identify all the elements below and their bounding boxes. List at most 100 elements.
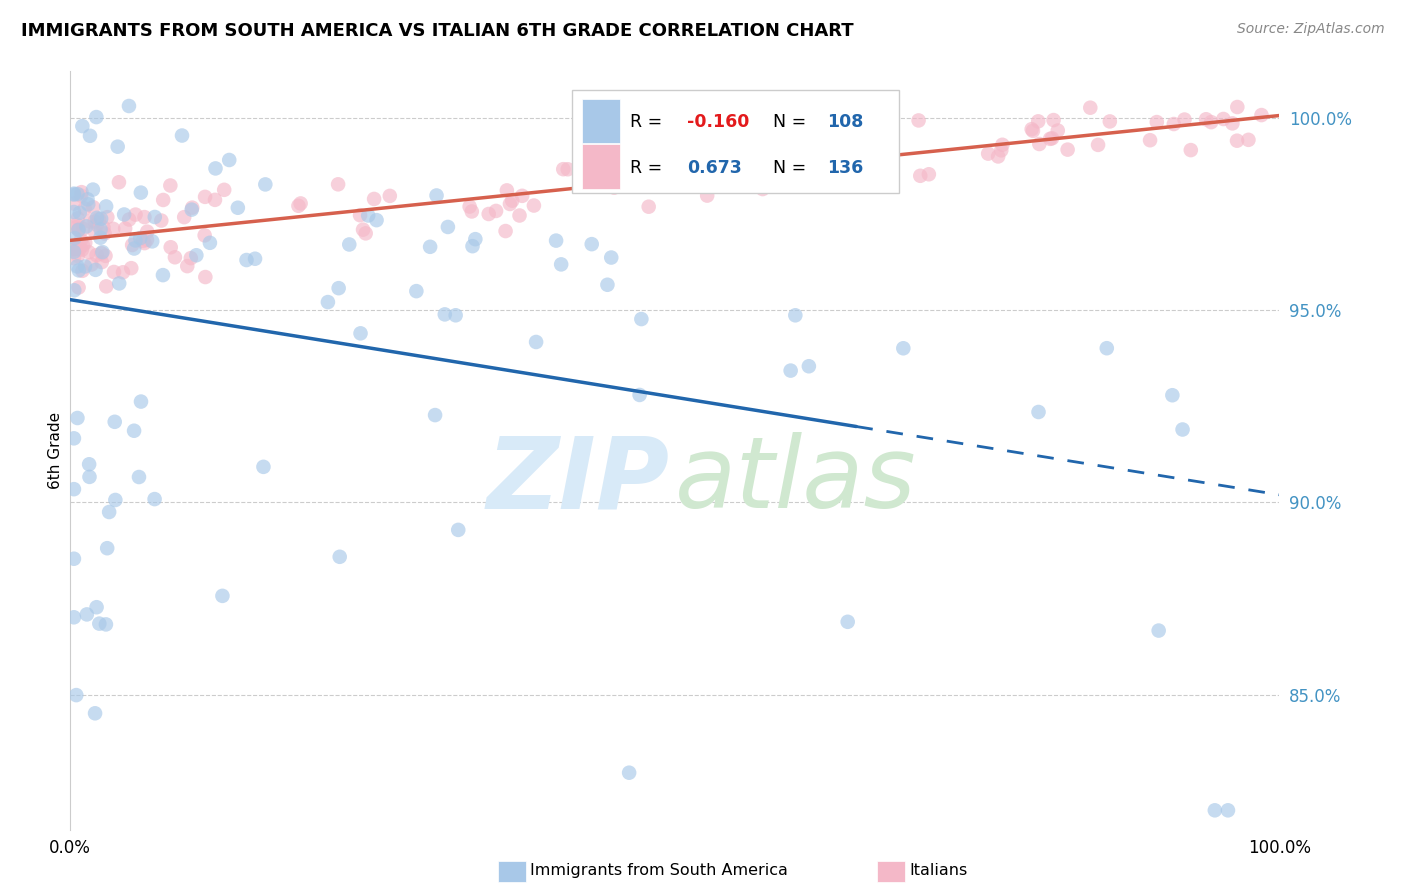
Point xyxy=(67,222,90,236)
Point xyxy=(63,241,86,255)
Point xyxy=(152,268,174,282)
Point xyxy=(235,253,257,268)
Point xyxy=(79,128,101,143)
Point xyxy=(553,162,575,177)
Point xyxy=(1204,803,1226,817)
Point xyxy=(87,212,110,227)
Point xyxy=(218,153,240,167)
Point xyxy=(136,225,159,239)
Point xyxy=(76,607,98,622)
Point xyxy=(70,243,93,257)
Point xyxy=(129,394,152,409)
Point xyxy=(63,242,86,256)
FancyBboxPatch shape xyxy=(582,99,620,144)
Point xyxy=(464,232,486,246)
Point xyxy=(104,493,127,508)
Text: IMMIGRANTS FROM SOUTH AMERICA VS ITALIAN 6TH GRADE CORRELATION CHART: IMMIGRANTS FROM SOUTH AMERICA VS ITALIAN… xyxy=(21,22,853,40)
Point xyxy=(1147,624,1170,638)
Point xyxy=(72,264,94,278)
Point xyxy=(1171,423,1194,437)
Point xyxy=(252,459,274,474)
Point xyxy=(765,150,787,164)
Point xyxy=(637,200,659,214)
Point xyxy=(204,161,226,176)
Text: Italians: Italians xyxy=(910,863,967,878)
FancyBboxPatch shape xyxy=(572,90,898,193)
Point xyxy=(67,280,90,294)
Point xyxy=(108,277,131,291)
Point xyxy=(485,203,508,218)
Text: 136: 136 xyxy=(827,159,863,177)
Point xyxy=(478,207,501,221)
Point xyxy=(212,183,235,197)
Point xyxy=(461,204,484,219)
Point xyxy=(114,221,136,235)
Point xyxy=(128,470,150,484)
Point xyxy=(858,178,880,192)
Point xyxy=(84,225,107,239)
Point xyxy=(425,188,447,202)
Point xyxy=(349,326,371,341)
Point xyxy=(124,234,146,248)
Point xyxy=(96,279,118,293)
Point xyxy=(120,261,142,276)
Point xyxy=(111,265,134,279)
Point xyxy=(696,188,718,202)
Point xyxy=(65,688,87,702)
Point xyxy=(1087,137,1109,152)
Point xyxy=(66,187,89,202)
Point xyxy=(254,178,277,192)
Point xyxy=(94,199,117,213)
Point xyxy=(326,178,349,192)
Point xyxy=(779,363,801,377)
Point xyxy=(1039,132,1062,146)
Point xyxy=(66,249,89,263)
Point xyxy=(1026,114,1049,128)
Point xyxy=(1022,124,1045,138)
Point xyxy=(211,589,233,603)
Point xyxy=(682,163,704,178)
Point xyxy=(1042,113,1064,128)
Text: R =: R = xyxy=(630,159,673,177)
Point xyxy=(510,189,533,203)
Point xyxy=(129,186,152,200)
Point xyxy=(122,242,145,256)
Point xyxy=(94,249,117,263)
Point xyxy=(70,233,93,247)
Point xyxy=(1180,143,1202,157)
Point xyxy=(751,182,773,196)
Point xyxy=(170,128,193,143)
Point xyxy=(63,252,86,266)
Point xyxy=(827,105,849,120)
Point xyxy=(80,258,103,272)
Point xyxy=(461,239,484,253)
Point xyxy=(198,235,221,250)
Point xyxy=(1146,115,1168,129)
Point xyxy=(180,251,202,265)
Point xyxy=(501,194,523,208)
Point xyxy=(655,161,678,176)
Point xyxy=(84,706,107,721)
Point xyxy=(918,167,941,181)
Point xyxy=(63,186,86,201)
Point xyxy=(94,617,117,632)
Point xyxy=(617,765,640,780)
FancyBboxPatch shape xyxy=(582,145,620,189)
Point xyxy=(67,263,90,277)
Point xyxy=(66,260,89,274)
Point xyxy=(98,505,121,519)
Point xyxy=(557,162,579,177)
Point xyxy=(458,200,481,214)
Point xyxy=(600,251,623,265)
Point xyxy=(606,166,628,180)
Point xyxy=(82,183,104,197)
Point xyxy=(1139,133,1161,147)
Point xyxy=(433,307,456,321)
Point xyxy=(72,119,94,133)
Point xyxy=(546,234,568,248)
Point xyxy=(581,237,603,252)
Point xyxy=(134,210,156,224)
Point xyxy=(287,199,309,213)
Point xyxy=(499,197,522,211)
Point xyxy=(204,193,226,207)
